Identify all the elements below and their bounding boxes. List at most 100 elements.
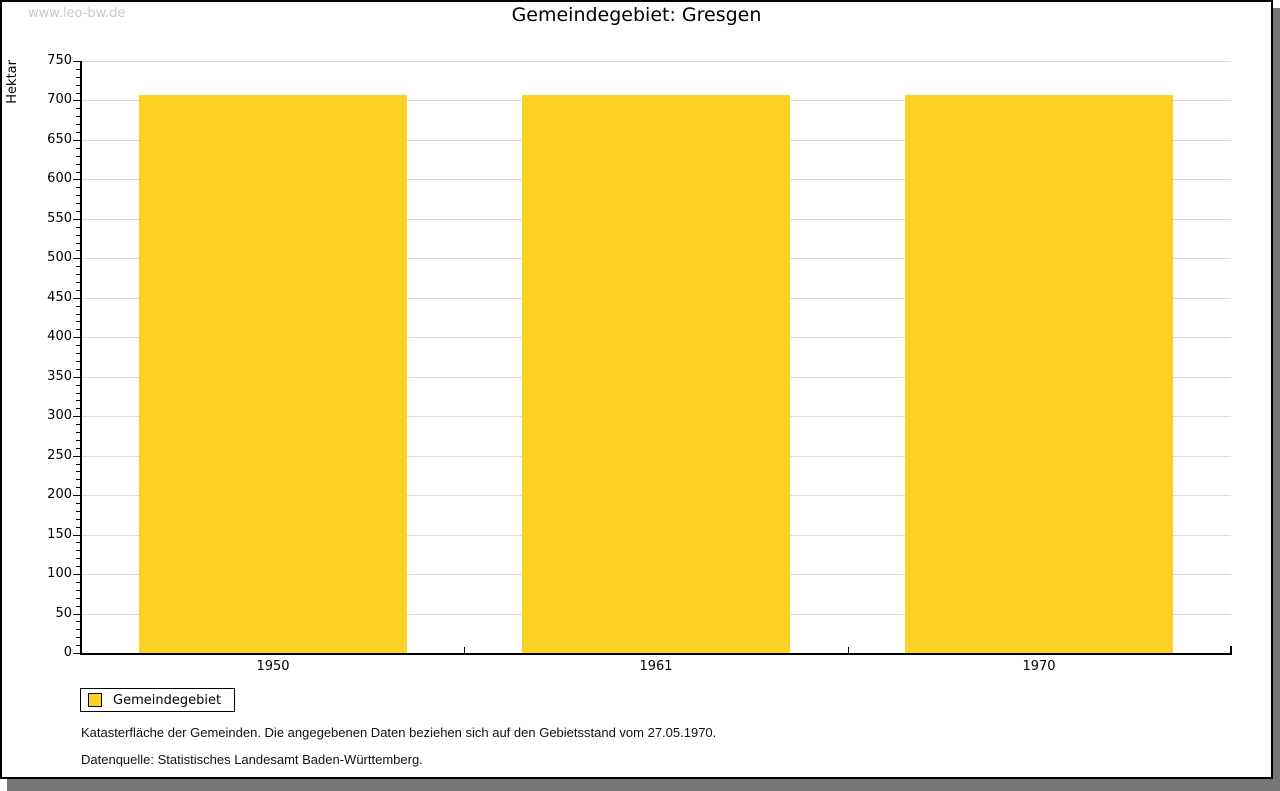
y-tick (73, 614, 81, 615)
y-minor-tick (76, 432, 81, 433)
x-axis-end-tick (1230, 646, 1232, 653)
y-minor-tick (76, 629, 81, 630)
y-minor-tick (76, 227, 81, 228)
y-tick (73, 258, 81, 259)
y-tick (73, 140, 81, 141)
y-minor-tick (76, 321, 81, 322)
y-tick (73, 179, 81, 180)
y-tick-label: 500 (47, 250, 72, 265)
y-minor-tick (76, 487, 81, 488)
y-minor-tick (76, 195, 81, 196)
y-tick-label: 700 (47, 92, 72, 107)
y-minor-tick (76, 582, 81, 583)
bar (905, 95, 1173, 653)
y-minor-tick (76, 306, 81, 307)
y-tick (73, 535, 81, 536)
y-tick-label: 50 (55, 606, 72, 621)
y-tick-label: 400 (47, 329, 72, 344)
y-minor-tick (76, 519, 81, 520)
y-minor-tick (76, 329, 81, 330)
y-minor-tick (76, 542, 81, 543)
y-tick (73, 416, 81, 417)
legend: Gemeindegebiet (80, 688, 236, 712)
y-minor-tick (76, 400, 81, 401)
bar (139, 95, 407, 653)
y-minor-tick (76, 353, 81, 354)
y-tick-label: 350 (47, 369, 72, 384)
y-minor-tick (76, 290, 81, 291)
y-minor-tick (76, 164, 81, 165)
y-minor-tick (76, 69, 81, 70)
y-minor-tick (76, 606, 81, 607)
y-minor-tick (76, 187, 81, 188)
y-tick (73, 61, 81, 62)
y-minor-tick (76, 274, 81, 275)
y-minor-tick (76, 345, 81, 346)
x-tick (848, 647, 849, 653)
panel-shadow-bottom (7, 779, 1273, 791)
y-minor-tick (76, 621, 81, 622)
y-tick (73, 377, 81, 378)
source-note: Datenquelle: Statistisches Landesamt Bad… (81, 752, 423, 767)
y-minor-tick (76, 566, 81, 567)
y-minor-tick (76, 77, 81, 78)
y-tick-label: 150 (47, 527, 72, 542)
y-minor-tick (76, 598, 81, 599)
panel-shadow-right (1273, 8, 1280, 791)
y-tick (73, 653, 81, 654)
y-minor-tick (76, 203, 81, 204)
y-minor-tick (76, 385, 81, 386)
chart-title: Gemeindegebiet: Gresgen (511, 4, 762, 26)
x-axis-line (80, 653, 1232, 655)
y-minor-tick (76, 211, 81, 212)
y-tick-label: 300 (47, 408, 72, 423)
y-minor-tick (76, 503, 81, 504)
y-tick (73, 456, 81, 457)
chart-panel: www.leo-bw.de Gemeindegebiet: Gresgen He… (0, 0, 1273, 779)
gridline (82, 61, 1231, 62)
x-tick (464, 647, 465, 653)
y-minor-tick (76, 116, 81, 117)
y-minor-tick (76, 637, 81, 638)
y-tick-label: 750 (47, 53, 72, 68)
legend-label: Gemeindegebiet (113, 692, 222, 708)
watermark: www.leo-bw.de (28, 6, 126, 21)
y-tick-label: 200 (47, 487, 72, 502)
y-tick (73, 298, 81, 299)
y-minor-tick (76, 511, 81, 512)
y-tick-label: 0 (63, 645, 72, 660)
y-minor-tick (76, 124, 81, 125)
y-minor-tick (76, 148, 81, 149)
y-minor-tick (76, 132, 81, 133)
y-tick-label: 600 (47, 171, 72, 186)
y-minor-tick (76, 243, 81, 244)
bar (522, 95, 790, 653)
y-minor-tick (76, 464, 81, 465)
y-tick (73, 495, 81, 496)
y-minor-tick (76, 156, 81, 157)
y-minor-tick (76, 361, 81, 362)
y-minor-tick (76, 527, 81, 528)
y-minor-tick (76, 590, 81, 591)
y-tick-label: 650 (47, 132, 72, 147)
y-minor-tick (76, 424, 81, 425)
y-minor-tick (76, 448, 81, 449)
y-tick (73, 219, 81, 220)
y-tick (73, 574, 81, 575)
plot-area: 0 50 100 150 200 250 300 350 400 450 500 550 600 650 7… (2, 2, 1271, 777)
y-minor-tick (76, 235, 81, 236)
y-tick-label: 450 (47, 290, 72, 305)
y-axis-line (80, 61, 82, 655)
y-minor-tick (76, 408, 81, 409)
y-minor-tick (76, 440, 81, 441)
y-minor-tick (76, 172, 81, 173)
y-minor-tick (76, 108, 81, 109)
y-minor-tick (76, 369, 81, 370)
y-minor-tick (76, 85, 81, 86)
legend-swatch (88, 693, 102, 707)
y-minor-tick (76, 314, 81, 315)
y-minor-tick (76, 266, 81, 267)
y-minor-tick (76, 558, 81, 559)
y-minor-tick (76, 393, 81, 394)
y-minor-tick (76, 550, 81, 551)
